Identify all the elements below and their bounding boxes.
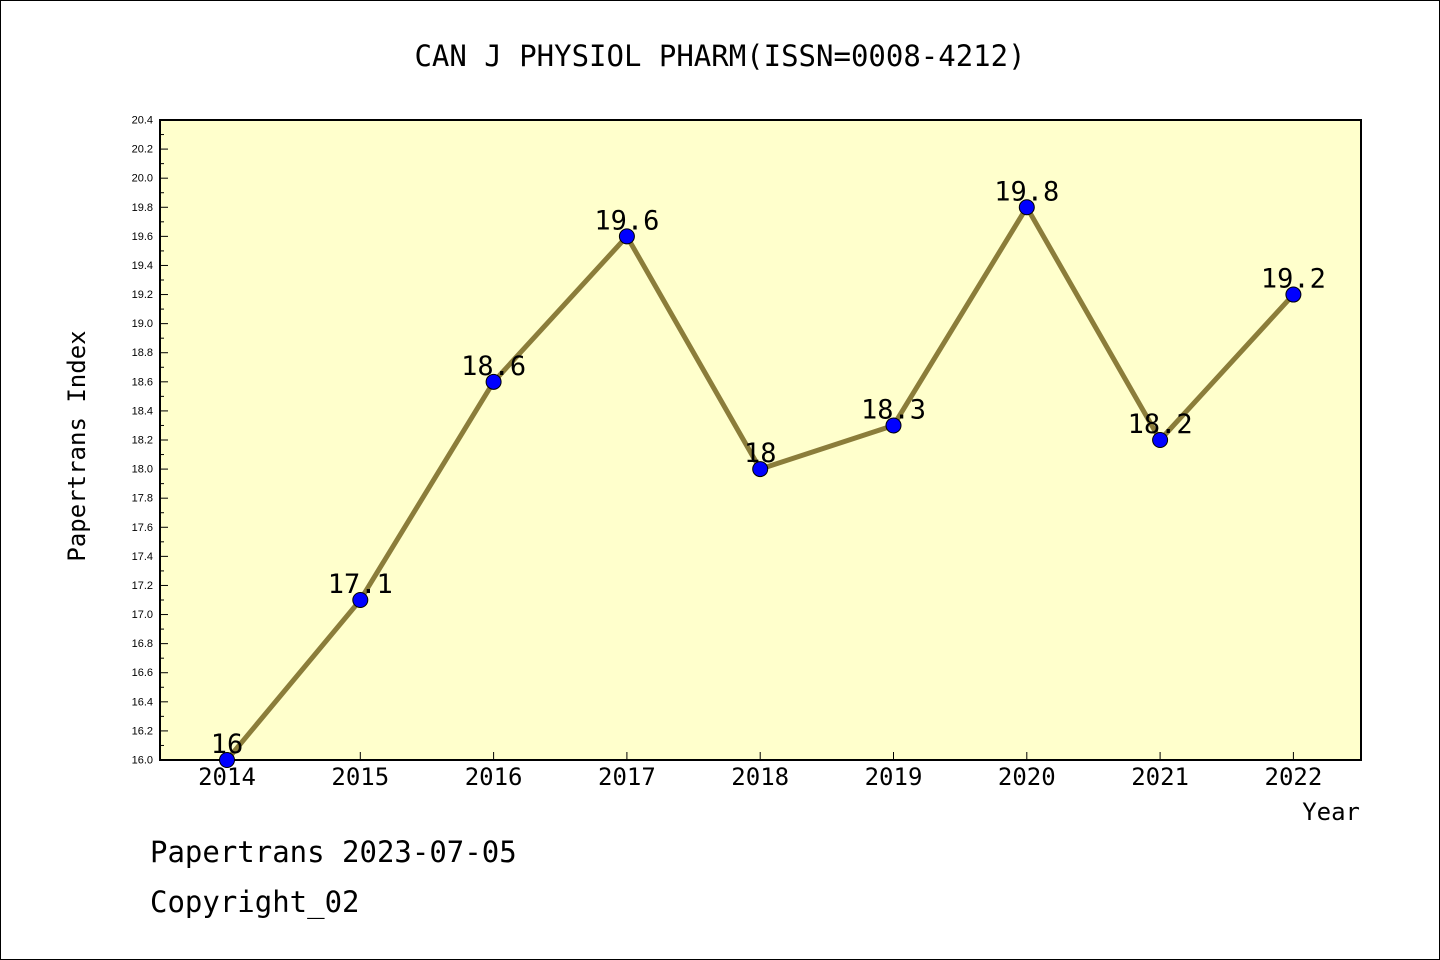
x-tick-label: 2020 (998, 763, 1056, 791)
x-axis-label: Year (1302, 798, 1360, 826)
y-tick-label: 16.2 (132, 725, 153, 737)
x-tick-label: 2022 (1265, 763, 1323, 791)
y-axis-label: Papertrans Index (63, 330, 91, 561)
y-tick-label: 19.6 (132, 231, 153, 243)
y-tick-label: 19.4 (132, 260, 153, 272)
data-point-2020 (1018, 199, 1035, 216)
chart-title: CAN J PHYSIOL PHARM(ISSN=0008-4212) (414, 39, 1025, 73)
y-tick-label: 17.2 (132, 580, 153, 592)
x-tick-label: 2019 (865, 763, 923, 791)
y-tick-label: 20.4 (132, 115, 153, 127)
y-axis-ticks: 16.0 16.2 16.4 16.6 16.8 17.0 17.2 17.4 17.6 17.8… (132, 115, 168, 767)
y-tick-label: 17.8 (132, 493, 153, 505)
y-tick-label: 18.6 (132, 376, 153, 388)
y-tick-label: 18.4 (132, 405, 153, 417)
y-tick-label: 19.2 (132, 289, 153, 301)
footer-copyright: Copyright_02 (150, 885, 360, 919)
y-tick-label: 16.8 (132, 638, 153, 650)
footer-date: Papertrans 2023-07-05 (150, 835, 517, 869)
y-tick-label: 18.0 (132, 464, 153, 476)
data-label-2020: 19.8 (994, 176, 1059, 207)
data-label-2019: 18.3 (861, 394, 926, 425)
y-tick-label: 17.0 (132, 609, 153, 621)
x-tick-label: 2015 (331, 763, 389, 791)
data-labels: 16 17.1 18.6 19.6 18 18.3 19.8 18.2 19.2 (211, 176, 1326, 760)
y-tick-label: 17.4 (132, 551, 153, 563)
data-point-2019 (885, 417, 902, 434)
y-tick-label: 19.8 (132, 202, 153, 214)
y-tick-label: 19.0 (132, 318, 153, 330)
y-tick-label: 16.6 (132, 667, 153, 679)
data-point-2014 (219, 752, 235, 768)
y-tick-label: 18.2 (132, 435, 153, 447)
data-point-2018 (752, 461, 769, 478)
data-label-2015: 17.1 (328, 569, 393, 600)
data-label-2018: 18 (744, 438, 777, 469)
x-axis-ticks: 2014 2015 2016 2017 2018 2019 2020 2021 2022 (198, 752, 1322, 791)
y-tick-label: 17.6 (132, 522, 153, 534)
x-tick-label: 2016 (465, 763, 523, 791)
y-tick-label: 20.2 (132, 144, 153, 156)
data-label-2021: 18.2 (1128, 409, 1193, 440)
y-tick-label: 18.8 (132, 347, 153, 359)
data-label-2017: 19.6 (594, 205, 659, 236)
y-tick-label: 16.4 (132, 696, 153, 708)
data-point-2017 (618, 228, 635, 245)
data-point-2021 (1152, 432, 1169, 448)
data-label-2014: 16 (211, 729, 244, 760)
data-label-2022: 19.2 (1261, 264, 1326, 295)
data-points (219, 199, 1302, 768)
x-tick-label: 2017 (598, 763, 656, 791)
y-tick-label: 20.0 (132, 173, 153, 185)
data-point-2015 (352, 592, 369, 608)
x-tick-label: 2021 (1131, 763, 1189, 791)
data-point-2022 (1285, 286, 1302, 303)
y-tick-label: 16.0 (132, 755, 153, 767)
data-label-2016: 18.6 (461, 351, 526, 382)
data-point-2016 (485, 373, 502, 390)
x-tick-label: 2018 (731, 763, 789, 791)
